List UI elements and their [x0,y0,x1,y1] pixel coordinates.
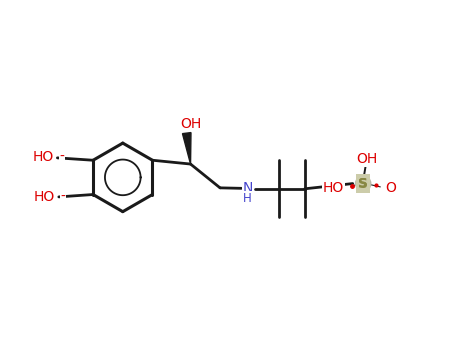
Circle shape [355,176,371,191]
Text: -: - [59,150,64,164]
Text: O: O [385,181,396,195]
Text: S: S [358,176,368,190]
Text: HO: HO [323,181,344,195]
Text: N: N [243,181,253,195]
Text: OH: OH [180,117,201,131]
Text: HO: HO [34,190,55,204]
Text: OH: OH [356,152,378,166]
Polygon shape [182,133,191,164]
Text: -: - [61,190,66,204]
Text: H: H [243,192,252,205]
Text: HO: HO [32,150,54,164]
Text: S: S [359,177,368,190]
